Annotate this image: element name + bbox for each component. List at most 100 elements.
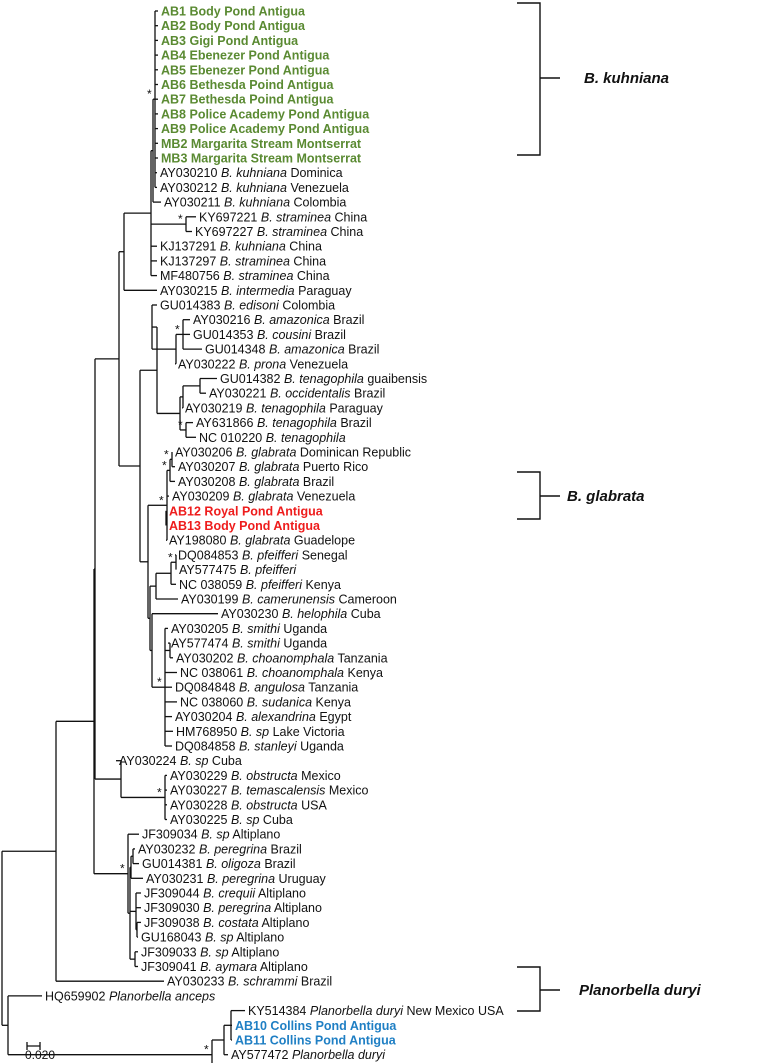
tip-locality: Dominican Republic xyxy=(296,446,411,460)
tip-accession: JF309033 xyxy=(141,945,200,959)
scale-bar-label: 0.020 xyxy=(25,1048,55,1062)
tip-accession: AY030232 xyxy=(138,842,199,856)
tip-label: AY030215 B. intermedia Paraguay xyxy=(160,284,352,298)
tip-accession: NC 038060 xyxy=(180,695,247,709)
tip-species: B. straminea xyxy=(261,210,331,224)
tip-accession: AB11 Collins Pond Antigua xyxy=(235,1034,397,1048)
tip-locality: Venezuela xyxy=(293,490,355,504)
tip-label: DQ084848 B. angulosa Tanzania xyxy=(175,681,358,695)
tip-locality: Altiplano xyxy=(230,828,281,842)
tip-locality: Uganda xyxy=(280,637,327,651)
tip-species: B. kuhniana xyxy=(221,166,287,180)
tip-label: AB9 Police Academy Pond Antigua xyxy=(161,122,370,136)
tip-label: AY030232 B. peregrina Brazil xyxy=(138,842,302,856)
tip-locality: Kenya xyxy=(302,578,341,592)
tip-accession: KY514384 xyxy=(248,1004,310,1018)
tip-locality: Paraguay xyxy=(326,401,384,415)
tip-locality: Altiplano xyxy=(257,960,308,974)
tip-locality: Brazil xyxy=(267,842,302,856)
tip-accession: JF309041 xyxy=(141,960,200,974)
tip-locality: China xyxy=(331,210,367,224)
tip-label: AY030233 B. schrammi Brazil xyxy=(167,975,332,989)
tip-accession: AY030212 xyxy=(160,181,221,195)
tip-species: B. glabrata xyxy=(236,446,297,460)
tip-species: B. sp xyxy=(205,931,234,945)
tip-locality: Cuba xyxy=(259,813,292,827)
tip-species: B. kuhniana xyxy=(220,240,286,254)
tip-label: NC 038060 B. sudanica Kenya xyxy=(180,695,351,709)
tip-accession: NC 010220 xyxy=(199,431,266,445)
tip-label: AY030210 B. kuhniana Dominica xyxy=(160,166,343,180)
tip-accession: AY030202 xyxy=(176,651,237,665)
tip-label: AY030202 B. choanomphala Tanzania xyxy=(176,651,388,665)
tip-species: B. stanleyi xyxy=(239,740,298,754)
tip-accession: KY697227 xyxy=(195,225,257,239)
tip-accession: AY577474 xyxy=(171,637,232,651)
tip-locality: Altiplano xyxy=(255,887,306,901)
tip-species: B. occidentalis xyxy=(270,387,351,401)
tip-locality: USA xyxy=(298,798,328,812)
tip-species: B. peregrina xyxy=(207,872,275,886)
tip-label: JF309044 B. crequii Altiplano xyxy=(144,887,306,901)
tip-locality: China xyxy=(290,254,326,268)
tip-locality: Brazil xyxy=(299,475,334,489)
tip-species: B. peregrina xyxy=(199,842,267,856)
tip-label: AY577474 B. smithi Uganda xyxy=(171,637,327,651)
tip-species: B. helophila xyxy=(282,607,347,621)
tip-accession: AY030229 xyxy=(170,769,231,783)
tip-locality: Kenya xyxy=(344,666,383,680)
tip-label: AY030205 B. smithi Uganda xyxy=(171,622,327,636)
tip-species: B. choanomphala xyxy=(237,651,334,665)
tip-locality: Guadelope xyxy=(290,534,355,548)
tip-locality: Cuba xyxy=(347,607,380,621)
tip-accession: AY030211 xyxy=(164,196,224,210)
tip-accession: HQ659902 xyxy=(45,989,109,1003)
tip-label: AB1 Body Pond Antigua xyxy=(161,5,306,19)
tip-species: B. peregrina xyxy=(203,901,271,915)
tip-label: AY030221 B. occidentalis Brazil xyxy=(209,387,385,401)
tip-accession: JF309044 xyxy=(144,887,203,901)
tip-label: KJ137297 B. straminea China xyxy=(160,254,326,268)
tip-species: B. straminea xyxy=(257,225,327,239)
tip-accession: GU014353 xyxy=(193,328,257,342)
tip-accession: GU014381 xyxy=(142,857,206,871)
tip-label: AY030212 B. kuhniana Venezuela xyxy=(160,181,349,195)
tip-locality: Altiplano xyxy=(271,901,322,915)
tip-locality: Brazil xyxy=(297,975,332,989)
tip-accession: AY030209 xyxy=(172,490,233,504)
clade-label-kuhniana: B. kuhniana xyxy=(584,70,669,87)
tip-label: AB12 Royal Pond Antigua xyxy=(169,504,324,518)
tip-accession: AY577472 xyxy=(231,1048,292,1062)
tip-species: B. alexandrina xyxy=(236,710,316,724)
tip-accession: DQ084858 xyxy=(175,740,239,754)
tip-accession: AY030228 xyxy=(170,798,231,812)
tip-species: B. straminea xyxy=(220,254,290,268)
tip-accession: AB13 Body Pond Antigua xyxy=(169,519,321,533)
tip-label: AB4 Ebenezer Pond Antigua xyxy=(161,49,330,63)
bootstrap-support-star: * xyxy=(204,1043,209,1057)
tip-accession: MF480756 xyxy=(160,269,223,283)
tip-species: B. tenagophila xyxy=(257,416,337,430)
tip-label: AY030228 B. obstructa USA xyxy=(170,798,327,812)
tip-locality: Senegal xyxy=(298,548,347,562)
bootstrap-support-star: * xyxy=(147,87,152,101)
tip-accession: GU168043 xyxy=(141,931,205,945)
tip-accession: GU014382 xyxy=(220,372,284,386)
tip-locality: China xyxy=(327,225,363,239)
tip-label: AY030207 B. glabrata Puerto Rico xyxy=(178,460,368,474)
tip-label: NC 010220 B. tenagophila xyxy=(199,431,346,445)
bootstrap-support-star: * xyxy=(164,447,169,461)
tip-label: GU014348 B. amazonica Brazil xyxy=(205,343,379,357)
tip-label: AB7 Bethesda Poind Antigua xyxy=(161,93,335,107)
tip-locality: Mexico xyxy=(298,769,341,783)
tip-locality: Uganda xyxy=(280,622,327,636)
tip-label: KJ137291 B. kuhniana China xyxy=(160,240,322,254)
tip-accession: JF309030 xyxy=(144,901,203,915)
tip-locality: Brazil xyxy=(261,857,296,871)
scale-bar: 0.020 xyxy=(25,1042,55,1062)
tip-accession: AB4 Ebenezer Pond Antigua xyxy=(161,49,330,63)
tip-accession: AB1 Body Pond Antigua xyxy=(161,5,306,19)
tip-species: B. intermedia xyxy=(221,284,295,298)
tip-label: MB2 Margarita Stream Montserrat xyxy=(161,137,362,151)
tip-accession: MB3 Margarita Stream Montserrat xyxy=(161,152,362,166)
